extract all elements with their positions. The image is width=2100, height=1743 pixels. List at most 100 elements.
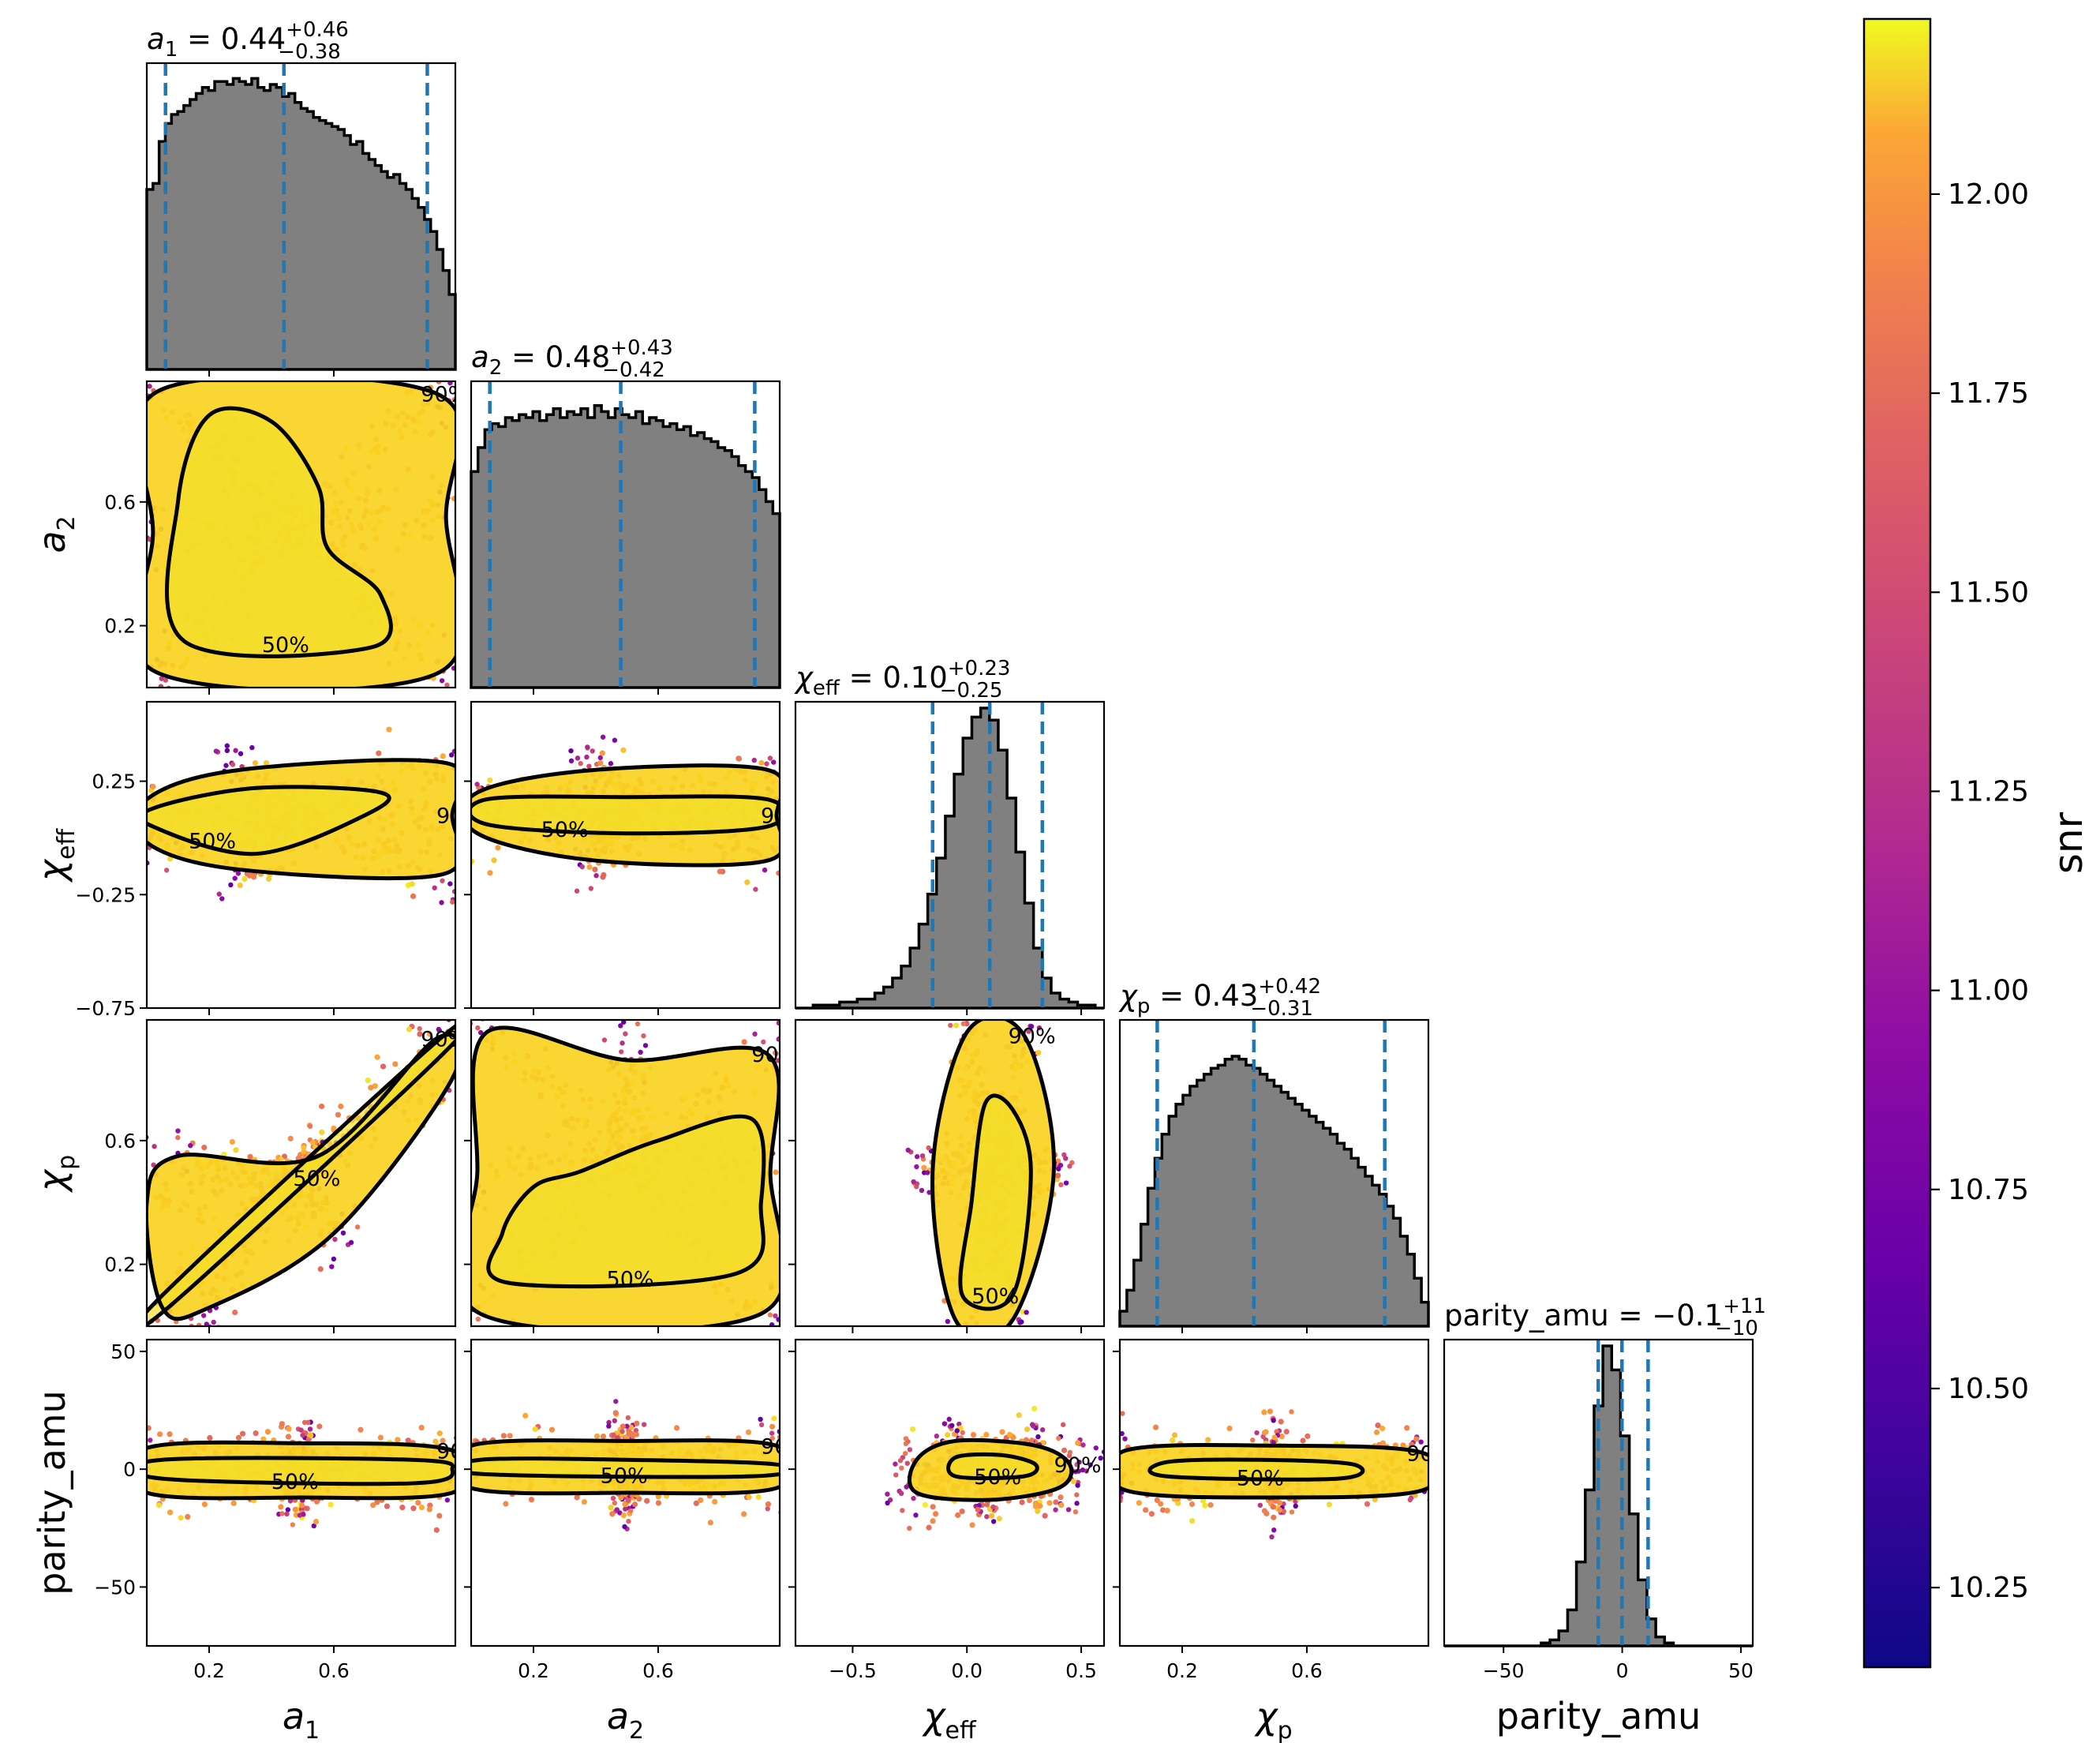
scatter-point — [990, 1504, 996, 1510]
scatter-point — [1063, 1180, 1069, 1186]
scatter-point — [1093, 1404, 1098, 1408]
scatter-point — [487, 761, 492, 766]
scatter-point — [483, 733, 488, 737]
scatter-point — [452, 1346, 457, 1351]
contour-90 — [147, 1440, 455, 1501]
scatter-point — [458, 1418, 462, 1423]
scatter-point — [609, 1511, 616, 1517]
scatter-point — [767, 1312, 773, 1318]
scatter-point — [885, 1491, 890, 1497]
scatter-point — [118, 341, 122, 346]
y-tick-label: 50 — [110, 1340, 136, 1363]
scatter-point — [134, 1216, 139, 1220]
scatter-point — [611, 1432, 616, 1438]
scatter-point — [129, 1423, 134, 1427]
scatter-point — [120, 697, 125, 702]
scatter-point — [610, 1495, 616, 1501]
scatter-point — [1074, 1492, 1080, 1497]
scatter-point — [752, 1031, 758, 1037]
scatter-point — [136, 857, 140, 862]
scatter-point — [1076, 1468, 1081, 1474]
panel-frame — [470, 700, 781, 1010]
scatter-point — [641, 1422, 647, 1427]
scatter-point — [157, 1431, 163, 1438]
scatter-point — [522, 1412, 529, 1419]
scatter-point — [485, 1014, 489, 1019]
scatter-point — [693, 1500, 699, 1506]
scatter-point — [626, 1430, 632, 1437]
scatter-point — [477, 1029, 484, 1036]
scatter-point — [128, 803, 133, 808]
scatter-point — [1028, 1024, 1035, 1029]
scatter-point — [230, 762, 236, 767]
scatter-point — [130, 384, 135, 389]
scatter-point — [155, 1502, 163, 1509]
scatter-point — [736, 755, 742, 762]
scatter-point — [313, 1518, 320, 1525]
scatter-point — [459, 1325, 464, 1329]
scatter-point — [111, 1448, 116, 1452]
scatter-point — [370, 1502, 376, 1509]
scatter-point — [825, 1494, 829, 1499]
scatter-point — [185, 1513, 191, 1520]
scatter-point — [440, 753, 446, 759]
scatter-point — [801, 1446, 806, 1451]
scatter-point — [474, 782, 480, 787]
scatter-point — [584, 754, 590, 760]
scatter-point — [152, 1352, 157, 1357]
scatter-point — [440, 1438, 446, 1444]
scatter-point — [299, 1502, 305, 1509]
scatter-point — [1087, 1404, 1092, 1408]
scatter-point — [599, 750, 605, 756]
scatter-point — [263, 759, 270, 767]
scatter-point — [456, 1114, 461, 1119]
scatter-point — [893, 1472, 899, 1478]
scatter-point — [803, 1333, 807, 1337]
scatter-point — [139, 557, 144, 561]
contour-90 — [471, 1025, 780, 1326]
scatter-point — [452, 372, 457, 377]
scatter-point — [893, 1461, 898, 1467]
scatter-point — [399, 1505, 406, 1511]
scatter-point — [601, 1037, 608, 1043]
scatter-point — [140, 668, 145, 673]
scatter-point — [788, 818, 792, 823]
scatter-point — [457, 681, 462, 686]
scatter-point — [1026, 1029, 1031, 1034]
scatter-point — [625, 1497, 631, 1504]
scatter-point — [252, 759, 259, 767]
scatter-point — [114, 1449, 119, 1453]
title-minus-a1: −0.38 — [278, 40, 341, 64]
scatter-point — [117, 545, 122, 550]
scatter-point — [129, 1329, 134, 1334]
scatter-point — [247, 1153, 253, 1160]
2d-panel-a2-vs-chi_eff: 90%50% — [464, 700, 792, 1010]
scatter-point — [463, 522, 468, 527]
scatter-point — [134, 527, 139, 531]
scatter-point — [124, 805, 129, 810]
scatter-point — [919, 1153, 926, 1159]
scatter-point — [900, 1508, 905, 1513]
scatter-point — [633, 1427, 639, 1434]
2d-panel-chi_eff-vs-parity_amu: 90%50% — [788, 1338, 1106, 1647]
scatter-point — [1098, 1492, 1102, 1497]
scatter-point — [287, 1135, 294, 1141]
scatter-point — [1080, 1442, 1086, 1448]
scatter-point — [103, 857, 107, 862]
scatter-point — [620, 747, 627, 753]
scatter-point — [1433, 1476, 1438, 1481]
scatter-point — [432, 885, 437, 890]
scatter-point — [606, 1423, 612, 1429]
scatter-point — [804, 1460, 809, 1464]
scatter-point — [548, 1426, 556, 1433]
scatter-point — [317, 1265, 324, 1273]
scatter-point — [620, 1040, 625, 1046]
y-tick-label: 0 — [123, 1458, 136, 1481]
scatter-point — [777, 1010, 782, 1014]
scatter-point — [1076, 1459, 1082, 1465]
density-inner — [147, 1457, 453, 1484]
scatter-point — [223, 763, 229, 768]
scatter-point — [903, 1436, 909, 1441]
scatter-point — [139, 354, 144, 358]
scatter-point — [114, 1404, 119, 1409]
